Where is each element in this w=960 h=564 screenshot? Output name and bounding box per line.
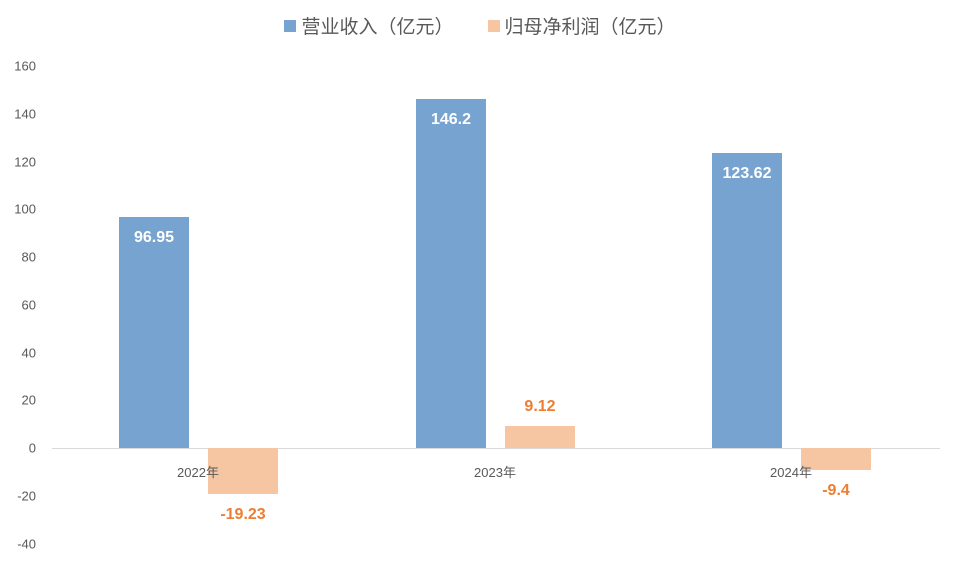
data-label-profit: -19.23 <box>220 505 266 523</box>
y-tick-label: -20 <box>17 488 36 504</box>
y-tick-label: 140 <box>14 106 36 122</box>
data-label-revenue: 96.95 <box>133 228 175 246</box>
x-tick-label: 2023年 <box>474 465 516 480</box>
legend-item-profit: 归母净利润（亿元） <box>487 12 676 39</box>
x-tick-label: 2024年 <box>770 465 812 480</box>
y-tick-label: 80 <box>21 249 36 265</box>
y-tick-label: -40 <box>17 536 36 551</box>
bar-revenue-2022 <box>119 216 189 448</box>
legend-item-revenue: 营业收入（亿元） <box>284 12 454 39</box>
y-tick-label: 20 <box>21 392 36 408</box>
data-label-profit: -9.4 <box>822 482 850 500</box>
chart-legend: 营业收入（亿元） 归母净利润（亿元） <box>0 12 960 39</box>
data-label-profit: 9.12 <box>524 398 556 416</box>
x-axis-baseline <box>52 448 940 449</box>
y-tick-label: 60 <box>21 297 36 313</box>
bar-profit-2024 <box>801 448 871 471</box>
y-tick-label: 120 <box>14 154 36 169</box>
y-tick-label: 0 <box>28 440 36 456</box>
x-tick-label: 2022年 <box>177 465 219 480</box>
bar-revenue-2024 <box>712 152 782 448</box>
bar-profit-2022 <box>208 448 278 494</box>
bar-revenue-2023 <box>416 98 486 448</box>
y-tick-label: 100 <box>14 201 36 217</box>
data-label-revenue: 146.2 <box>430 110 472 128</box>
y-tick-label: 160 <box>14 58 36 74</box>
legend-label-profit: 归母净利润（亿元） <box>504 16 676 38</box>
bar-profit-2023 <box>505 426 575 448</box>
legend-swatch-revenue <box>284 19 297 32</box>
y-tick-label: 40 <box>21 345 36 360</box>
data-label-revenue: 123.62 <box>722 164 772 182</box>
legend-label-revenue: 营业收入（亿元） <box>301 16 454 38</box>
legend-swatch-profit <box>487 19 500 32</box>
